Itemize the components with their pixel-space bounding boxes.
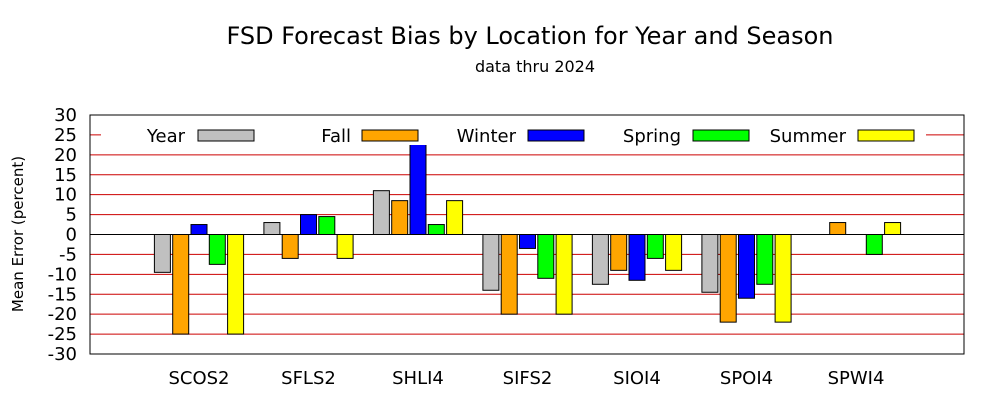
legend-swatch bbox=[692, 129, 750, 142]
legend-swatch bbox=[527, 129, 585, 142]
bar-year-spoi4 bbox=[701, 234, 719, 293]
y-tick-label: 15 bbox=[54, 165, 77, 186]
bar-spring-scos2 bbox=[208, 234, 226, 265]
chart-title: FSD Forecast Bias by Location for Year a… bbox=[226, 22, 833, 50]
y-tick-label: 20 bbox=[54, 145, 77, 166]
legend: Year Fall Winter Spring Summer bbox=[101, 125, 926, 147]
plot-frame bbox=[89, 114, 965, 355]
y-tick-label: 25 bbox=[54, 125, 77, 146]
y-tick-label: -15 bbox=[48, 284, 77, 305]
legend-label: Winter bbox=[457, 126, 517, 147]
bar-fall-spwi4 bbox=[829, 222, 847, 236]
y-tick-label: 5 bbox=[66, 205, 77, 226]
bar-summer-spwi4 bbox=[884, 222, 902, 236]
bar-fall-scos2 bbox=[172, 234, 190, 335]
bar-fall-spoi4 bbox=[719, 234, 737, 323]
category-label: SCOS2 bbox=[168, 368, 229, 389]
bar-year-sfls2 bbox=[263, 222, 281, 236]
bar-spring-sifs2 bbox=[537, 234, 555, 279]
category-label: SHLI4 bbox=[392, 368, 444, 389]
y-tick-label: 0 bbox=[66, 225, 77, 246]
y-tick-label: -20 bbox=[48, 304, 77, 325]
category-label: SFLS2 bbox=[281, 368, 336, 389]
bar-spring-sfls2 bbox=[318, 216, 336, 235]
bars bbox=[153, 138, 902, 335]
bar-summer-sfls2 bbox=[336, 234, 354, 259]
y-tick-label: -10 bbox=[48, 264, 77, 285]
bar-year-scos2 bbox=[153, 234, 171, 273]
bar-summer-scos2 bbox=[227, 234, 245, 335]
y-tick-label: 30 bbox=[54, 105, 77, 126]
category-label: SIFS2 bbox=[503, 368, 553, 389]
bar-fall-sifs2 bbox=[500, 234, 518, 315]
bar-fall-sioi4 bbox=[610, 234, 628, 271]
bar-year-sioi4 bbox=[591, 234, 609, 285]
bar-fall-sfls2 bbox=[281, 234, 299, 259]
bar-winter-shli4 bbox=[409, 138, 427, 235]
bar-year-shli4 bbox=[372, 190, 390, 235]
bar-winter-sfls2 bbox=[300, 214, 317, 235]
bar-winter-sioi4 bbox=[628, 234, 646, 281]
bar-spring-spoi4 bbox=[756, 234, 774, 285]
bar-winter-sifs2 bbox=[519, 234, 536, 249]
category-label: SPOI4 bbox=[720, 368, 773, 389]
bar-fall-shli4 bbox=[391, 200, 409, 235]
bar-spring-sioi4 bbox=[646, 234, 664, 259]
bar-year-sifs2 bbox=[482, 234, 500, 291]
y-axis-label: Mean Error (percent) bbox=[9, 156, 27, 312]
legend-label: Summer bbox=[770, 126, 847, 147]
y-tick-label: -30 bbox=[48, 344, 77, 365]
y-tick-label: 10 bbox=[54, 185, 77, 206]
bar-summer-spoi4 bbox=[774, 234, 792, 323]
bar-summer-sioi4 bbox=[665, 234, 683, 271]
legend-swatch bbox=[361, 129, 419, 142]
y-tick-label: -5 bbox=[59, 244, 77, 265]
bar-winter-spoi4 bbox=[738, 234, 755, 299]
category-label: SIOI4 bbox=[613, 368, 661, 389]
legend-label: Spring bbox=[623, 126, 681, 147]
category-labels: SCOS2 SFLS2 SHLI4 SIFS2 SIOI4 SPOI4 SPWI4 bbox=[168, 368, 884, 389]
chart-subtitle: data thru 2024 bbox=[475, 57, 595, 76]
y-tick-label: -25 bbox=[48, 324, 77, 345]
legend-swatch bbox=[197, 129, 255, 142]
legend-swatch bbox=[857, 129, 915, 142]
bar-winter-scos2 bbox=[190, 224, 208, 236]
category-label: SPWI4 bbox=[828, 368, 885, 389]
legend-label: Fall bbox=[321, 126, 351, 147]
bar-summer-sifs2 bbox=[555, 234, 573, 315]
bar-spring-shli4 bbox=[427, 224, 445, 236]
legend-label: Year bbox=[146, 126, 186, 147]
bar-summer-shli4 bbox=[446, 200, 464, 235]
bar-spring-spwi4 bbox=[865, 234, 883, 255]
